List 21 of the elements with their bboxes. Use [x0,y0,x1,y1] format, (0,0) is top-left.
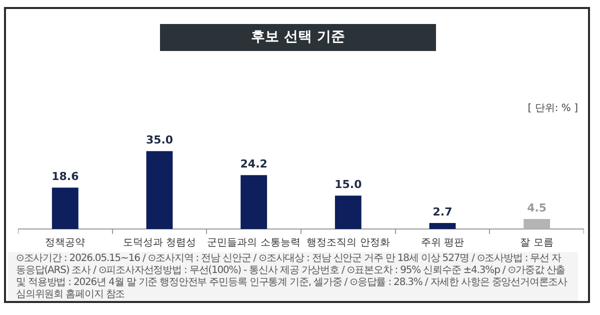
data-label: 35.0 [146,133,174,146]
data-label: 2.7 [432,205,452,218]
x-tick-label: 정책공약 [45,238,86,249]
bar [146,151,173,229]
text: [ 단위: % ] [528,102,578,115]
bar [334,196,362,229]
x-tick-label: 행정조직의 안정화 [306,238,390,249]
bar [524,218,550,229]
data-label: 4.5 [527,201,547,214]
x-tick-label: 군민들과의 소통능력 [207,238,300,249]
text: ⊙조사기간 : 2026.05.15~16 / ⊙조사지역 : 전남 신안군 / ⊙조사대상 : 전남 신안군 거주 만 18세 이상 527명 / ⊙조사방법 : 무선 자동응답(ARS) 조사 / ⊙피조사자선정방법 : 무선(100%) - 통신사 제공 가상번호 / ⊙표본오차 : 95% 신뢰수준 ±4.3%p / ⊙가중값 산출 및 적용방법 : 2026년 4월 말 기준 행정안전부 주민등록 인구통계 기준, 셀가중 / ⊙응답률 : 28.3% / 자세한 사항은 중앙선거여론조사심의위원회 홈페이지 참조 [8,252,578,301]
data-label: 24.2 [240,158,268,171]
chart-title: 후보 선택 기준 [160,24,436,51]
x-tick-label: 주위 평판 [420,238,464,249]
bar [52,188,78,229]
data-label: 18.6 [52,170,80,183]
x-tick-label: 도덕성과 청렴성 [122,238,196,249]
data-label: 15.0 [334,178,362,191]
bar [240,175,268,229]
x-tick-label: 잘 모름 [520,238,554,249]
bar [429,222,456,229]
